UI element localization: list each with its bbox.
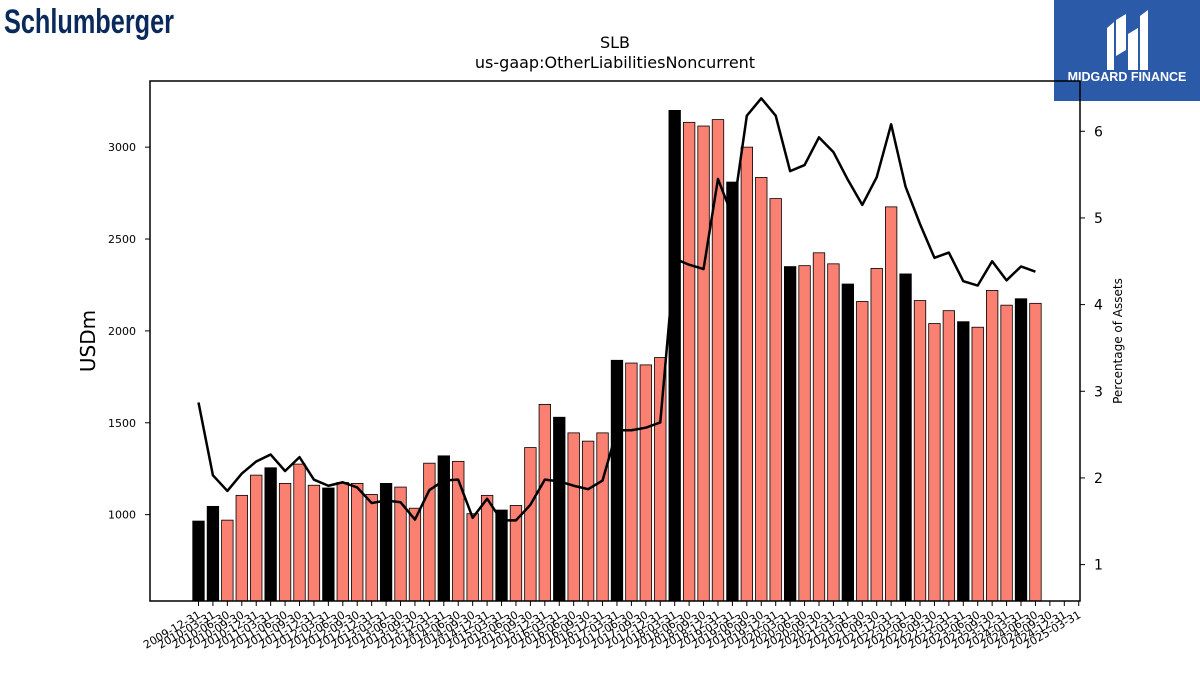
midgard-finance-logo: MIDGARD FINANCE xyxy=(1054,0,1200,101)
y2-tick-label: 5 xyxy=(1094,211,1103,227)
y2-tick-label: 1 xyxy=(1094,558,1103,574)
y2-tick-label: 6 xyxy=(1094,124,1103,140)
y2-tick-label: 2 xyxy=(1094,471,1103,487)
bar xyxy=(971,326,984,602)
bar xyxy=(365,494,378,602)
chart-subtitle: us-gaap:OtherLiabilitiesNoncurrent xyxy=(475,53,755,72)
bar xyxy=(639,364,652,602)
bar xyxy=(783,266,797,602)
bar xyxy=(654,357,667,602)
bar xyxy=(423,462,436,602)
bar xyxy=(798,265,811,602)
y2-tick-label: 4 xyxy=(1094,298,1103,314)
y-tick-label: 3000 xyxy=(108,141,136,154)
bar xyxy=(524,447,537,602)
bar xyxy=(769,198,782,602)
y-tick-label: 1500 xyxy=(108,417,136,430)
bar xyxy=(495,509,508,602)
bar-series xyxy=(192,110,1042,602)
y-axis-ticks: 1000 1500 2000 2500 3000 xyxy=(108,141,150,522)
bar xyxy=(322,487,335,602)
bar xyxy=(596,432,609,602)
line-series xyxy=(197,97,1036,522)
y2-axis-label: Percentage of Assets xyxy=(1111,278,1125,404)
y-axis-label: USDm xyxy=(76,310,100,372)
bar xyxy=(668,110,681,602)
bar xyxy=(682,121,696,602)
bar xyxy=(221,519,234,602)
bar xyxy=(884,206,898,602)
bar xyxy=(408,507,422,602)
bar xyxy=(250,474,263,602)
y-tick-label: 2000 xyxy=(108,325,136,338)
bar xyxy=(899,273,912,602)
bar xyxy=(307,484,321,602)
company-logo-text: Schlumberger xyxy=(4,3,174,41)
bar xyxy=(957,321,970,602)
percentage-line xyxy=(197,97,1036,522)
y2-tick-label: 3 xyxy=(1094,384,1103,400)
bar xyxy=(336,482,349,602)
bar xyxy=(928,323,941,602)
midgard-m-icon xyxy=(1107,10,1148,70)
bar xyxy=(1014,298,1028,602)
y-tick-label: 1000 xyxy=(108,509,136,522)
bar xyxy=(235,494,248,602)
x-axis-ticks: 2009-12-312010-03-312010-06-302010-09-30… xyxy=(141,601,1083,652)
bar xyxy=(553,416,566,602)
bar xyxy=(538,403,551,602)
bar xyxy=(394,486,407,602)
bar xyxy=(264,467,277,602)
bar xyxy=(856,301,869,602)
plot-frame xyxy=(149,80,1081,602)
bar xyxy=(625,362,638,602)
bar xyxy=(942,310,956,602)
schlumberger-logo: Schlumberger xyxy=(4,3,174,41)
bar xyxy=(293,463,306,602)
y2-axis-ticks: 1 2 3 4 5 6 xyxy=(1080,124,1103,574)
bar xyxy=(755,177,768,602)
bar xyxy=(986,290,999,602)
chart-title: SLB xyxy=(600,33,630,52)
bar xyxy=(480,494,494,602)
bar xyxy=(437,455,450,602)
bar xyxy=(278,482,292,602)
bar xyxy=(466,513,479,602)
bar xyxy=(567,432,580,602)
bar xyxy=(697,125,710,602)
bar xyxy=(1029,302,1042,602)
bar xyxy=(581,440,595,602)
y-tick-label: 2500 xyxy=(108,233,136,246)
bar xyxy=(740,146,753,602)
bar xyxy=(841,283,854,602)
brand-logo-text: MIDGARD FINANCE xyxy=(1068,70,1187,84)
bar xyxy=(192,520,205,602)
bar xyxy=(351,482,364,602)
bar xyxy=(1000,304,1013,602)
bar xyxy=(913,300,927,602)
bar xyxy=(726,181,739,602)
bar xyxy=(870,268,883,602)
bar xyxy=(206,505,220,602)
bar xyxy=(610,359,624,602)
bar xyxy=(827,263,840,602)
bar xyxy=(812,252,826,602)
